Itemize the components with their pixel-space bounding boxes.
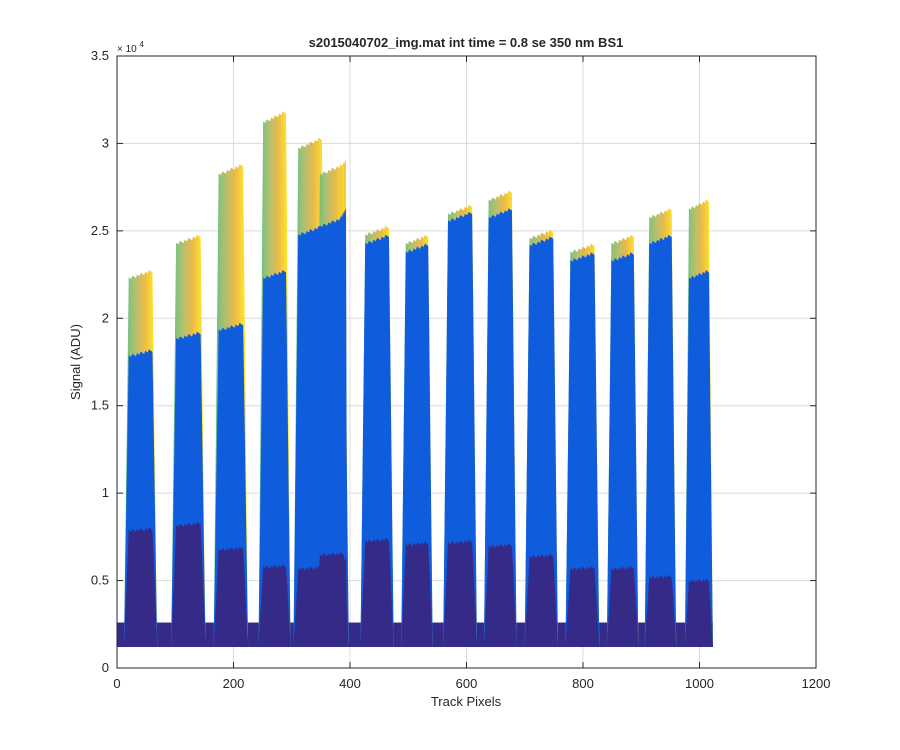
x-axis-ticks: 0 200 400 600 800 1000 1200 <box>113 56 830 691</box>
y-tick-label: 0 <box>102 660 109 675</box>
y-tick-label: 1.5 <box>91 398 109 413</box>
y-tick-label: 3 <box>102 135 109 150</box>
peak-mid-layer <box>443 211 477 648</box>
peak-dark-layer <box>684 578 713 648</box>
peak-dark-layer <box>213 546 249 648</box>
chart-title: s2015040702_img.mat int time = 0.8 se 35… <box>309 35 624 50</box>
x-tick-label: 800 <box>572 676 594 691</box>
peak-dark-layer <box>443 539 477 648</box>
peak-dark-layer <box>123 527 158 648</box>
x-tick-label: 600 <box>456 676 478 691</box>
series-group <box>117 111 713 648</box>
x-tick-label: 1000 <box>685 676 714 691</box>
y-axis-ticks: 0 0.5 1 1.5 2 2.5 3 3.5 <box>91 48 816 675</box>
peak-mid-layer <box>258 269 291 648</box>
y-tick-label: 2 <box>102 310 109 325</box>
peak-mid-layer <box>483 208 517 648</box>
x-tick-label: 0 <box>113 676 120 691</box>
peak-dark-layer <box>483 543 517 648</box>
peak-dark-layer <box>315 551 349 648</box>
peak-dark-layer <box>258 564 291 648</box>
peak-mid-layer <box>606 252 639 648</box>
peak-dark-layer <box>606 565 639 648</box>
y-axis-label: Signal (ADU) <box>68 324 83 400</box>
y-tick-label: 1 <box>102 485 109 500</box>
peak-dark-layer <box>360 537 394 648</box>
peak-mid-layer <box>684 269 713 648</box>
y-tick-label: 3.5 <box>91 48 109 63</box>
peak-mid-layer <box>315 217 349 648</box>
peak-mid-layer <box>644 234 677 648</box>
y-exponent-base: × 10 <box>117 44 137 55</box>
peak-dark-layer <box>171 521 206 648</box>
x-tick-label: 1200 <box>802 676 831 691</box>
peak-mid-layer <box>524 236 558 648</box>
x-tick-label: 200 <box>223 676 245 691</box>
peak-dark-layer <box>401 541 433 648</box>
peak-dark-layer <box>524 553 558 648</box>
peak-dark-layer <box>565 565 600 648</box>
peak-mid-layer <box>565 252 600 648</box>
y-exponent-power: 4 <box>140 40 145 49</box>
x-axis-label: Track Pixels <box>431 694 502 709</box>
peak-dark-layer <box>644 574 677 648</box>
y-axis-exponent: × 10 4 <box>117 40 145 55</box>
x-tick-label: 400 <box>339 676 361 691</box>
y-tick-label: 2.5 <box>91 223 109 238</box>
y-tick-label: 0.5 <box>91 573 109 588</box>
